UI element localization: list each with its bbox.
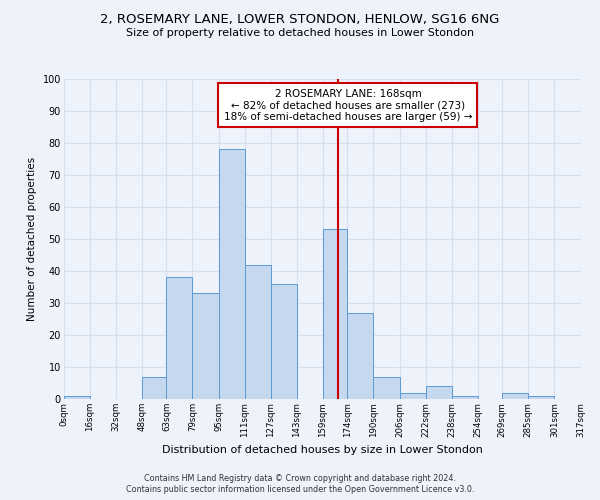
Bar xyxy=(502,392,529,399)
Bar xyxy=(271,284,297,399)
Bar xyxy=(193,294,218,399)
Bar xyxy=(400,392,425,399)
Text: Size of property relative to detached houses in Lower Stondon: Size of property relative to detached ho… xyxy=(126,28,474,38)
Bar xyxy=(373,376,400,399)
Bar xyxy=(425,386,452,399)
X-axis label: Distribution of detached houses by size in Lower Stondon: Distribution of detached houses by size … xyxy=(161,445,482,455)
Text: 2, ROSEMARY LANE, LOWER STONDON, HENLOW, SG16 6NG: 2, ROSEMARY LANE, LOWER STONDON, HENLOW,… xyxy=(100,12,500,26)
Text: Contains HM Land Registry data © Crown copyright and database right 2024.
Contai: Contains HM Land Registry data © Crown c… xyxy=(126,474,474,494)
Y-axis label: Number of detached properties: Number of detached properties xyxy=(27,157,37,321)
Bar xyxy=(166,278,193,399)
Text: 2 ROSEMARY LANE: 168sqm
← 82% of detached houses are smaller (273)
18% of semi-d: 2 ROSEMARY LANE: 168sqm ← 82% of detache… xyxy=(224,88,472,122)
Bar xyxy=(529,396,554,399)
Bar xyxy=(142,376,166,399)
Bar xyxy=(64,396,90,399)
Bar xyxy=(347,312,373,399)
Bar xyxy=(218,150,245,399)
Bar xyxy=(245,264,271,399)
Bar xyxy=(323,230,347,399)
Bar xyxy=(452,396,478,399)
